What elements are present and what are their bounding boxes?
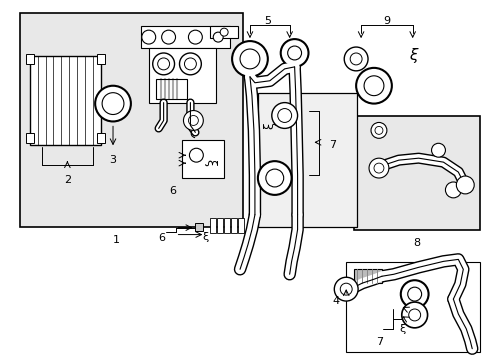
Bar [238, 218, 244, 233]
Text: ξ: ξ [202, 231, 208, 242]
Bar [353, 116, 479, 230]
Text: 1: 1 [112, 235, 119, 244]
Text: 6: 6 [158, 233, 165, 243]
Bar [224, 218, 230, 233]
Text: 9: 9 [383, 16, 389, 26]
Bar [26, 133, 34, 143]
Circle shape [370, 122, 386, 138]
Text: ξ: ξ [203, 159, 216, 166]
Bar [210, 26, 238, 38]
Text: 7: 7 [328, 140, 336, 150]
Circle shape [374, 126, 382, 134]
Bar [231, 218, 237, 233]
Circle shape [287, 46, 301, 60]
Circle shape [157, 58, 169, 70]
Circle shape [188, 116, 198, 125]
Circle shape [344, 47, 367, 71]
Text: 7: 7 [375, 337, 382, 347]
Circle shape [408, 309, 420, 321]
Circle shape [280, 39, 308, 67]
Circle shape [401, 302, 427, 328]
Bar [97, 54, 105, 64]
Circle shape [445, 182, 460, 198]
Circle shape [364, 76, 383, 96]
Circle shape [213, 32, 223, 42]
Bar [257, 93, 356, 227]
Circle shape [334, 277, 357, 301]
Circle shape [102, 93, 123, 114]
Circle shape [232, 41, 267, 77]
Bar [210, 218, 216, 233]
Circle shape [189, 148, 203, 162]
Circle shape [277, 109, 291, 122]
Bar [141, 26, 230, 48]
Circle shape [407, 287, 421, 301]
Bar [353, 269, 381, 283]
Circle shape [355, 68, 391, 104]
Bar [182, 140, 224, 178]
Bar [155, 79, 187, 99]
Circle shape [431, 143, 445, 157]
Text: 2: 2 [64, 175, 71, 185]
Bar [346, 262, 479, 352]
Circle shape [184, 58, 196, 70]
Bar [217, 218, 223, 233]
Text: ξ: ξ [408, 49, 417, 63]
Circle shape [142, 30, 155, 44]
Circle shape [455, 176, 473, 194]
Bar [148, 48, 216, 103]
Circle shape [183, 111, 203, 130]
Circle shape [240, 49, 259, 69]
Circle shape [349, 53, 361, 65]
Text: 4: 4 [331, 296, 339, 306]
Text: ξ: ξ [263, 122, 276, 129]
Text: 6: 6 [169, 186, 176, 196]
Circle shape [368, 158, 388, 178]
Bar [26, 54, 34, 64]
Circle shape [400, 280, 427, 308]
Bar [20, 13, 243, 227]
Text: 3: 3 [109, 155, 116, 165]
Circle shape [152, 53, 174, 75]
Circle shape [340, 283, 351, 295]
Bar [97, 133, 105, 143]
Text: 8: 8 [412, 238, 419, 248]
Bar [195, 223, 203, 231]
Circle shape [265, 169, 283, 187]
Circle shape [373, 163, 383, 173]
Text: 5: 5 [264, 16, 271, 26]
Text: ξ: ξ [399, 324, 405, 334]
Circle shape [162, 30, 175, 44]
Circle shape [220, 28, 228, 36]
Circle shape [188, 30, 202, 44]
Circle shape [271, 103, 297, 129]
Circle shape [95, 86, 131, 121]
Circle shape [257, 161, 291, 195]
Circle shape [179, 53, 201, 75]
Bar [30, 56, 101, 145]
